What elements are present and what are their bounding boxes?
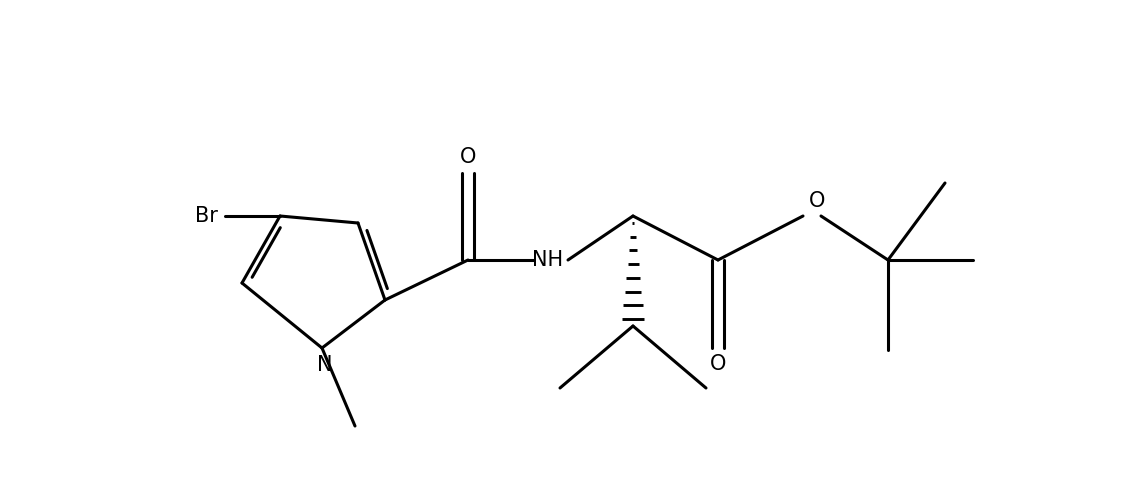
Text: Br: Br — [195, 206, 218, 226]
Text: O: O — [710, 354, 727, 374]
Text: O: O — [809, 191, 825, 211]
Text: O: O — [460, 147, 477, 167]
Text: N: N — [317, 355, 333, 375]
Text: NH: NH — [532, 250, 564, 270]
